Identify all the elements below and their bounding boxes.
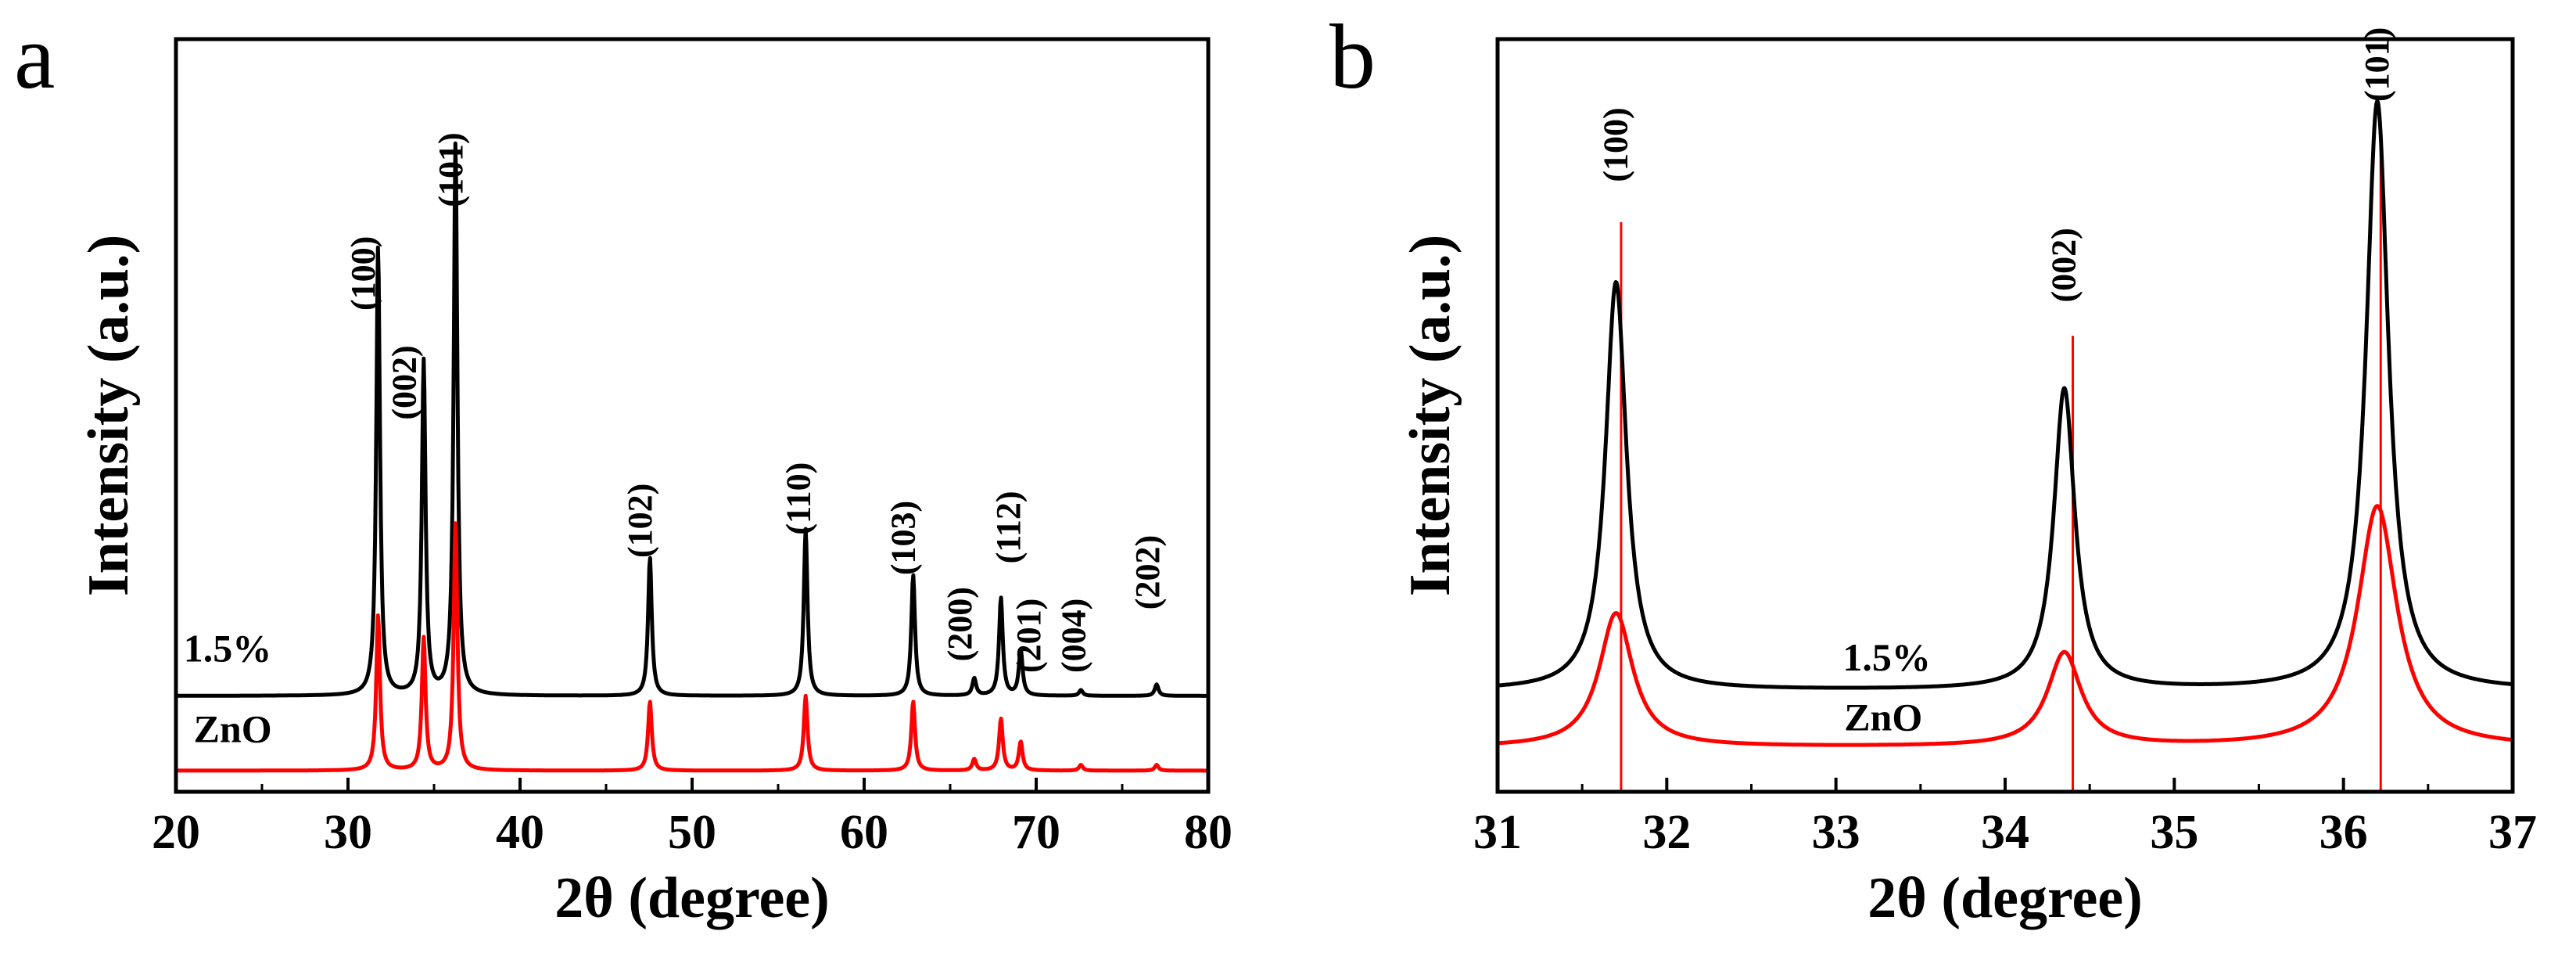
peak-label: (002) [2045, 228, 2083, 302]
x-tick-label: 34 [1981, 806, 2029, 859]
peak-label: (112) [989, 491, 1028, 564]
y-axis-title: Intensity (a.u.) [77, 235, 141, 597]
x-tick-label: 50 [668, 806, 716, 859]
x-tick-label: 80 [1184, 806, 1232, 859]
peak-label: (110) [779, 462, 817, 535]
chart-panel-a: a 20 30 40 50 60 70 80 2θ (degree) Intensity (a.u… [14, 5, 1232, 930]
plot-frame [174, 37, 1211, 794]
panel-letter: a [14, 5, 55, 108]
series-line-doped [1496, 99, 2514, 690]
x-tick-label: 35 [2150, 806, 2198, 859]
x-axis-title: 2θ (degree) [554, 866, 830, 930]
x-tick-label: 20 [152, 806, 200, 859]
peak-label: (103) [884, 501, 923, 575]
peak-label: (100) [1596, 107, 1634, 182]
series-line-doped [174, 141, 1210, 698]
plot-frame [1495, 37, 2515, 794]
x-tick-label: 37 [2488, 806, 2537, 859]
x-tick-label: 36 [2319, 806, 2368, 859]
series-label: ZnO [194, 707, 272, 750]
peak-label: (201) [1010, 599, 1048, 673]
x-tick-label: 60 [840, 806, 888, 859]
series-line-zno [174, 521, 1210, 773]
peak-label: (100) [344, 236, 382, 311]
peak-label: (101) [2358, 27, 2396, 102]
x-tick-label: 40 [496, 806, 544, 859]
peak-label: (002) [386, 345, 424, 419]
panel-letter: b [1329, 5, 1376, 108]
x-tick-label: 33 [1812, 806, 1860, 859]
x-tick-label: 31 [1473, 806, 1522, 859]
x-tick-label: 32 [1642, 806, 1691, 859]
peak-label: (202) [1128, 535, 1167, 609]
y-axis-title: Intensity (a.u.) [1398, 235, 1462, 597]
series-label: 1.5% [184, 626, 272, 670]
peak-label: (004) [1054, 599, 1092, 673]
series-line-zno [1496, 504, 2514, 747]
peak-label: (101) [432, 132, 470, 207]
x-tick-label: 30 [324, 806, 372, 859]
x-axis-title: 2θ (degree) [1867, 866, 2143, 930]
peak-label: (102) [621, 484, 659, 558]
x-tick-label: 70 [1012, 806, 1060, 859]
series-label: 1.5% [1842, 635, 1931, 679]
chart-panel-b: b 31 32 33 34 35 36 37 2θ (degree) Intensity (a.u… [1329, 5, 2537, 930]
peak-label: (200) [941, 587, 979, 661]
series-label: ZnO [1844, 696, 1922, 739]
